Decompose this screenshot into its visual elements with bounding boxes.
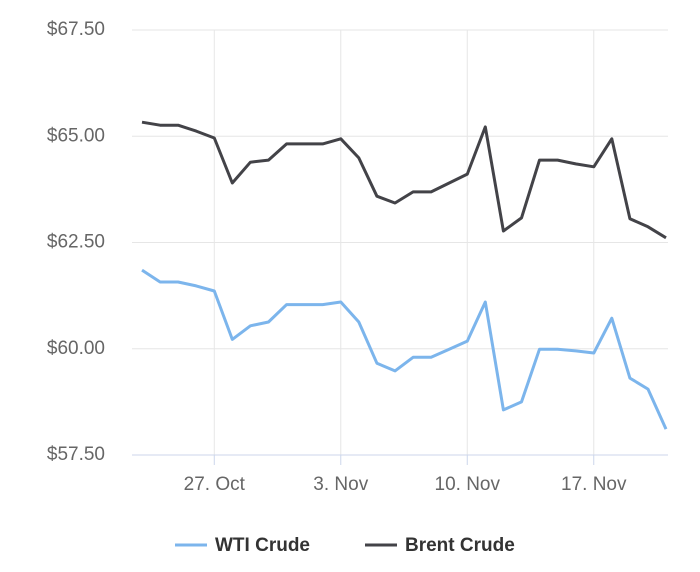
x-tick-label: 27. Oct xyxy=(184,474,246,495)
series-line xyxy=(141,268,668,430)
x-tick-label: 17. Nov xyxy=(561,474,627,495)
y-tick-label: $62.50 xyxy=(47,232,105,253)
y-tick-label: $57.50 xyxy=(47,444,105,465)
x-tick-label: 10. Nov xyxy=(435,474,501,495)
y-tick-label: $60.00 xyxy=(47,338,105,359)
legend-label[interactable]: WTI Crude xyxy=(215,535,310,556)
legend-label[interactable]: Brent Crude xyxy=(405,535,515,556)
y-tick-label: $65.00 xyxy=(47,125,105,146)
y-tick-label: $67.50 xyxy=(47,19,105,40)
x-tick-label: 3. Nov xyxy=(313,474,368,495)
series-line xyxy=(141,120,667,240)
